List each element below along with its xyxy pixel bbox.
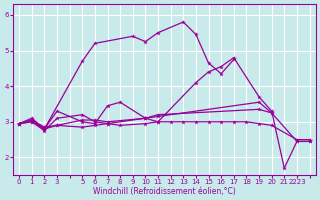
X-axis label: Windchill (Refroidissement éolien,°C): Windchill (Refroidissement éolien,°C) — [93, 187, 236, 196]
